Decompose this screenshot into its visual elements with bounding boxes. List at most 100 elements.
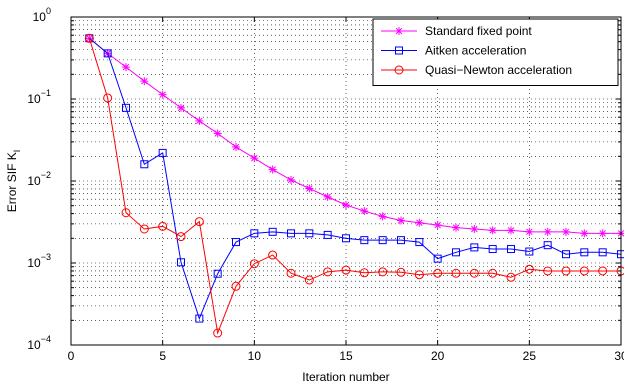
data-point [470, 224, 479, 233]
data-point [378, 212, 387, 221]
data-point [561, 266, 571, 276]
legend-label: Quasi−Newton acceleration [425, 63, 572, 77]
data-point [451, 268, 461, 278]
data-point [543, 227, 552, 236]
data-point [250, 229, 259, 238]
data-point [360, 207, 369, 216]
data-point [452, 223, 460, 232]
data-point [543, 266, 553, 276]
data-point [396, 267, 406, 277]
legend-item: Aitken acceleration [381, 44, 526, 58]
data-point [342, 234, 350, 243]
legend-item: Standard fixed point [381, 24, 532, 38]
data-point [268, 250, 278, 260]
data-point [452, 248, 460, 257]
data-point [194, 217, 204, 227]
data-point [562, 227, 570, 236]
data-point [397, 236, 405, 245]
data-point [213, 129, 222, 138]
ticks-layer: 0 5 10 15 20 25 30 10−4 10−3 10−2 10−1 100 [27, 6, 624, 363]
data-point [103, 49, 112, 58]
x-tick-label: 15 [339, 349, 353, 363]
legend: Standard fixed point Aitken acceleration Q… [372, 18, 619, 86]
series-line [88, 38, 621, 335]
data-point [598, 266, 608, 276]
y-tick-label: 100 [33, 6, 51, 24]
data-point [598, 248, 607, 257]
data-point [139, 224, 149, 234]
legend-box [372, 18, 619, 86]
data-point [177, 258, 185, 267]
legend-item: Quasi−Newton acceleration [381, 63, 572, 77]
data-point [359, 268, 369, 278]
x-tick-label: 0 [68, 349, 75, 363]
data-point [525, 227, 534, 236]
data-point [304, 275, 314, 285]
data-point [213, 328, 223, 338]
x-tick-label: 30 [614, 349, 624, 363]
data-point [158, 148, 167, 157]
data-point [103, 93, 113, 103]
y-axis-label-subscript: I [12, 150, 22, 153]
data-point [305, 229, 314, 238]
data-point [378, 267, 388, 277]
x-tick-label: 5 [159, 349, 166, 363]
data-point [213, 269, 222, 278]
y-tick-label: 10−3 [27, 252, 51, 270]
data-point [305, 184, 314, 193]
legend-swatch-marker [395, 46, 403, 55]
legend-label: Aitken acceleration [425, 44, 526, 58]
data-point [433, 221, 442, 230]
data-point [286, 268, 296, 278]
legend-label: Standard fixed point [425, 24, 532, 38]
data-point [470, 243, 479, 252]
data-point [506, 272, 516, 282]
data-point [158, 221, 168, 231]
y-axis-label-main: Error SIF K [5, 152, 19, 212]
data-point [231, 281, 241, 291]
x-tick-label: 25 [523, 349, 537, 363]
data-point [140, 77, 149, 86]
data-point [342, 200, 350, 209]
data-point [433, 268, 443, 278]
data-point [488, 268, 498, 278]
data-point [488, 226, 497, 235]
series-2 [84, 33, 624, 338]
data-point [378, 236, 387, 245]
data-point [415, 218, 424, 227]
data-point [176, 232, 186, 242]
data-point [323, 230, 332, 239]
data-point [507, 226, 515, 235]
grid-layer [71, 17, 621, 345]
data-point [598, 229, 607, 238]
data-point [177, 103, 185, 112]
data-point [414, 270, 424, 280]
data-point [323, 192, 332, 201]
data-point [122, 103, 130, 112]
data-point [580, 229, 589, 238]
x-tick-label: 20 [431, 349, 445, 363]
data-point [249, 259, 259, 269]
data-point [543, 241, 552, 250]
data-point [433, 254, 442, 263]
data-point [232, 238, 240, 247]
data-point [507, 245, 515, 254]
data-point [397, 216, 405, 225]
data-point [84, 33, 94, 43]
x-axis-label: Iteration number [302, 370, 389, 384]
data-point [579, 266, 589, 276]
data-point [140, 160, 149, 169]
data-point [268, 227, 277, 236]
data-point [360, 236, 369, 245]
data-point [195, 314, 204, 323]
data-point [524, 264, 534, 274]
data-point [121, 208, 131, 218]
data-point [415, 238, 424, 247]
data-point [488, 245, 497, 254]
y-tick-label: 10−1 [27, 88, 51, 106]
data-point [287, 175, 295, 184]
data-point [250, 154, 259, 163]
data-point [158, 90, 167, 99]
data-point [469, 268, 479, 278]
